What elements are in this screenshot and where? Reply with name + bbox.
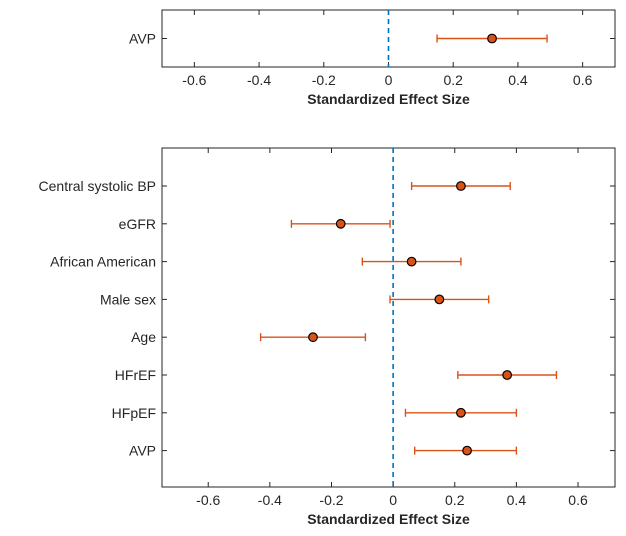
forest-plot-top: -0.6 -0.4 -0.2 0 0.2 0.4 0.6 AVP Standardized Ef… <box>129 9 616 107</box>
x-tick-label: 0.4 <box>507 492 527 508</box>
axes-box <box>161 147 616 488</box>
point-estimate-marker <box>406 256 417 267</box>
category-label: AVP <box>129 443 156 459</box>
x-tick-label: 0 <box>385 72 393 88</box>
x-tick-label: 0.6 <box>573 72 593 88</box>
category-label: African American <box>50 254 156 270</box>
point-estimate-marker <box>456 181 466 191</box>
x-axis-label: Standardized Effect Size <box>307 511 470 527</box>
category-label: HFrEF <box>115 367 156 383</box>
category-label: AVP <box>129 31 156 47</box>
point-estimate-marker <box>456 407 466 418</box>
x-tick-label: -0.4 <box>247 72 271 88</box>
category-label: Central systolic BP <box>39 178 156 194</box>
x-tick-label: 0.6 <box>568 492 588 508</box>
x-tick-label: -0.2 <box>312 72 336 88</box>
point-estimate-marker <box>462 445 472 456</box>
x-tick-label: -0.6 <box>182 72 206 88</box>
point-estimate-marker <box>502 370 513 380</box>
x-tick-label: 0.4 <box>508 72 528 88</box>
category-label: Male sex <box>100 291 156 307</box>
point-estimate-marker <box>434 294 445 305</box>
x-tick-label: -0.2 <box>319 492 343 508</box>
category-label: Age <box>131 329 156 345</box>
forest-plot-bottom: -0.6 -0.4 -0.2 0 0.2 0.4 0.6 Central systolic B… <box>39 147 616 527</box>
x-tick-label: 0 <box>389 492 397 508</box>
point-estimate-marker <box>335 218 346 229</box>
x-tick-label: -0.4 <box>258 492 282 508</box>
point-estimate-marker <box>487 33 497 44</box>
point-estimate-marker <box>308 332 318 343</box>
category-label: HFpEF <box>112 405 156 421</box>
x-tick-label: -0.6 <box>196 492 220 508</box>
x-tick-label: 0.2 <box>443 72 463 88</box>
x-tick-label: 0.2 <box>445 492 465 508</box>
category-label: eGFR <box>119 216 156 232</box>
x-axis-label: Standardized Effect Size <box>307 91 470 107</box>
